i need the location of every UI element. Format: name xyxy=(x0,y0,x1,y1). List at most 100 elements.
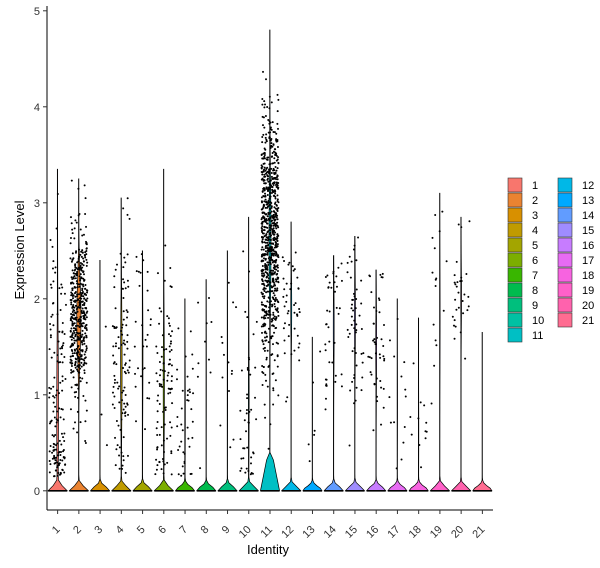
point xyxy=(74,272,77,275)
point xyxy=(273,169,276,172)
point xyxy=(55,461,58,464)
point xyxy=(73,341,76,344)
point xyxy=(50,356,53,359)
point xyxy=(271,290,274,293)
point xyxy=(123,256,126,259)
point xyxy=(248,270,251,273)
point xyxy=(261,238,264,241)
point xyxy=(381,276,384,279)
point xyxy=(81,249,84,252)
point xyxy=(263,126,266,129)
point xyxy=(272,227,275,230)
point xyxy=(270,128,273,131)
point xyxy=(272,387,275,390)
point xyxy=(246,397,249,400)
point xyxy=(118,454,121,457)
point xyxy=(60,353,63,356)
point xyxy=(78,306,81,309)
point xyxy=(460,276,463,279)
point xyxy=(154,473,157,476)
point xyxy=(249,373,252,376)
point xyxy=(270,142,273,145)
point xyxy=(117,347,120,350)
point xyxy=(277,186,280,189)
point xyxy=(83,369,86,372)
point xyxy=(117,424,120,427)
point xyxy=(262,253,265,256)
point xyxy=(49,328,52,331)
point xyxy=(124,363,127,366)
point xyxy=(104,325,107,328)
point xyxy=(80,255,83,258)
point xyxy=(248,358,251,361)
point xyxy=(54,266,57,269)
point xyxy=(276,237,279,240)
point xyxy=(76,282,79,285)
point xyxy=(51,313,54,316)
point xyxy=(264,182,267,185)
point xyxy=(73,352,76,355)
point xyxy=(271,145,274,148)
point xyxy=(274,327,277,330)
point xyxy=(55,418,58,421)
point xyxy=(325,383,328,386)
point xyxy=(160,383,163,386)
points-18 xyxy=(409,362,428,469)
point xyxy=(61,389,64,392)
point xyxy=(134,320,137,323)
point xyxy=(275,204,278,207)
point xyxy=(71,228,74,231)
point xyxy=(86,261,89,264)
point xyxy=(274,318,277,321)
point xyxy=(308,460,311,463)
point xyxy=(368,356,371,359)
point xyxy=(79,262,82,265)
point xyxy=(80,316,83,319)
points-11 xyxy=(260,70,280,450)
point xyxy=(118,401,121,404)
point xyxy=(464,357,467,360)
point xyxy=(268,136,271,139)
x-tick-label: 17 xyxy=(385,524,402,541)
point xyxy=(51,245,54,248)
point xyxy=(296,276,299,279)
point xyxy=(268,197,271,200)
legend-label: 19 xyxy=(582,285,594,297)
point xyxy=(85,335,88,338)
point xyxy=(197,301,200,304)
point xyxy=(121,333,124,336)
point xyxy=(74,335,77,338)
point xyxy=(276,239,279,242)
point xyxy=(146,333,149,336)
point xyxy=(271,242,274,245)
points-13 xyxy=(307,350,322,463)
legend-key xyxy=(507,222,523,238)
point xyxy=(354,307,357,310)
point xyxy=(271,228,274,231)
point xyxy=(276,214,279,217)
point xyxy=(142,345,145,348)
point xyxy=(263,219,266,222)
point xyxy=(360,327,363,330)
point xyxy=(114,436,117,439)
point xyxy=(325,384,328,387)
legend-label: 21 xyxy=(582,315,594,327)
point xyxy=(270,248,273,251)
point xyxy=(272,313,275,316)
point xyxy=(62,418,65,421)
point xyxy=(53,351,56,354)
point xyxy=(266,106,269,109)
violin-20 xyxy=(450,216,472,492)
point xyxy=(260,167,263,170)
violin-5 xyxy=(132,250,153,492)
point xyxy=(269,250,272,253)
point xyxy=(57,340,60,343)
point xyxy=(74,277,77,280)
point xyxy=(82,394,85,397)
point xyxy=(350,315,353,318)
point xyxy=(324,349,327,352)
point xyxy=(60,408,63,411)
point xyxy=(270,206,273,209)
point xyxy=(271,279,274,282)
point xyxy=(170,340,173,343)
